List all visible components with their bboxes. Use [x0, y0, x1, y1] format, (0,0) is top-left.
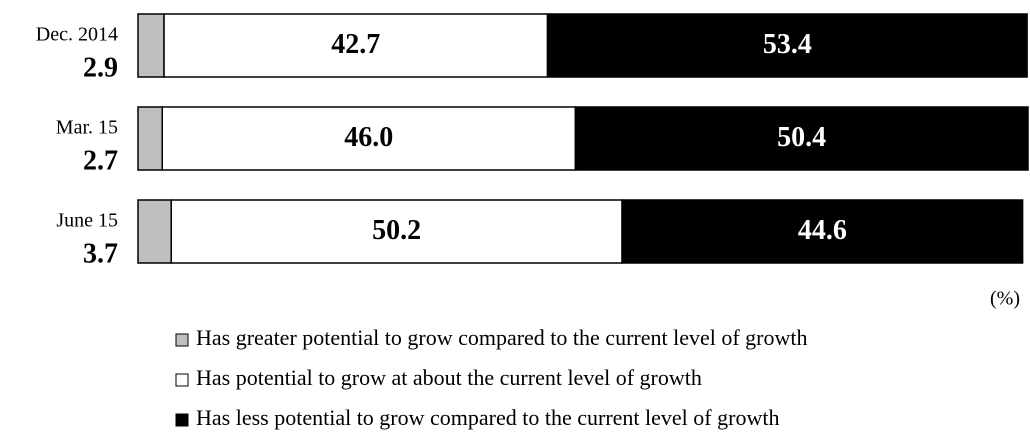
left-value-label: 3.7 — [83, 238, 118, 269]
bar-segment — [137, 13, 165, 78]
bar-value-label: 50.4 — [777, 122, 826, 153]
legend-swatch — [175, 373, 189, 387]
bar-value-label: 53.4 — [763, 29, 812, 60]
bar-segment — [161, 106, 577, 171]
category-label: Dec. 2014 — [36, 24, 118, 46]
bar-segment — [170, 199, 623, 264]
legend-swatch — [175, 413, 189, 427]
bar-segment — [546, 13, 1028, 78]
bar-segment — [621, 199, 1024, 264]
left-value-label: 2.7 — [83, 145, 118, 176]
bar-segment — [574, 106, 1029, 171]
unit-label: (%) — [990, 288, 1020, 310]
legend-label: Has less potential to grow compared to t… — [196, 405, 779, 430]
bar-segment — [137, 199, 172, 264]
legend-label: Has greater potential to grow compared t… — [196, 325, 808, 350]
bar-value-label: 44.6 — [798, 215, 847, 246]
bar-value-label: 42.7 — [331, 29, 380, 60]
bar-segment — [137, 106, 163, 171]
bar-value-label: 50.2 — [372, 215, 421, 246]
category-label: June 15 — [56, 210, 118, 232]
legend-swatch — [175, 333, 189, 347]
left-value-label: 2.9 — [83, 52, 118, 83]
bar-value-label: 46.0 — [344, 122, 393, 153]
bar-segment — [163, 13, 549, 78]
category-label: Mar. 15 — [56, 117, 118, 139]
legend-label: Has potential to grow at about the curre… — [196, 365, 702, 390]
